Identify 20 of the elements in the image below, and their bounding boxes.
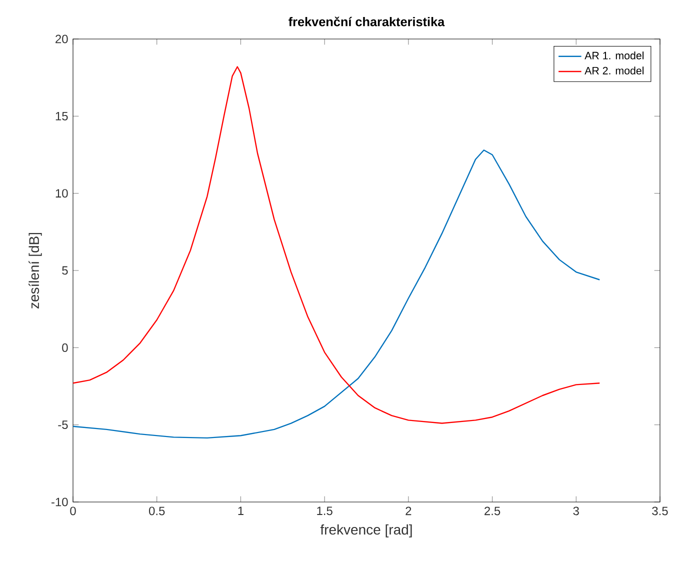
y-tick-label: -5 xyxy=(58,420,68,430)
y-tick-label: 5 xyxy=(62,266,68,275)
y-tick-label: 20 xyxy=(56,34,68,44)
y-tick-label: 15 xyxy=(56,112,68,120)
y-tick-label: -10 xyxy=(51,498,68,506)
y-tick-label: 10 xyxy=(56,189,68,198)
x-tick-label: 3 xyxy=(573,506,579,516)
x-axis-title: frekvence [rad] xyxy=(320,524,412,538)
x-tick-label: 3.5 xyxy=(652,506,668,516)
x-tick-label: 2.5 xyxy=(484,506,500,516)
chart-title: frekvenční charakteristika xyxy=(288,16,445,26)
x-tick-label: 0 xyxy=(70,506,76,516)
x-tick-label: 2 xyxy=(406,506,412,516)
y-axis-title: zesílení [dB] xyxy=(28,232,42,308)
x-tick-label: 1 xyxy=(238,506,244,515)
legend-label: AR 1. model xyxy=(584,52,644,60)
x-tick-label: 0.5 xyxy=(148,506,165,516)
x-tick-label: 1.5 xyxy=(317,506,332,516)
y-tick-label: 0 xyxy=(62,343,68,352)
legend-label: AR 2. model xyxy=(584,66,644,74)
